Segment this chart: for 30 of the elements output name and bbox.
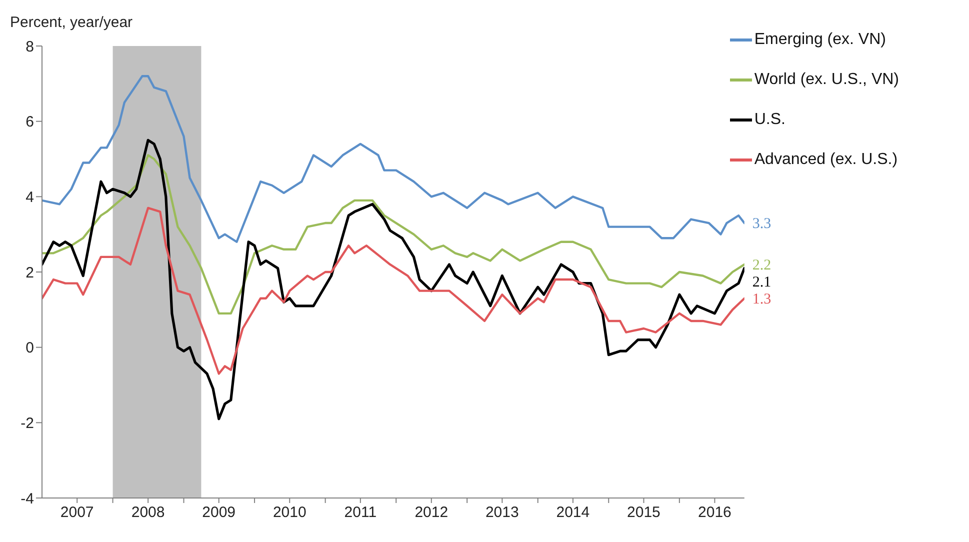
y-tick-label: 6 <box>26 114 34 131</box>
legend-label: Emerging (ex. VN) <box>754 31 886 49</box>
y-tick-label: 2 <box>26 264 34 282</box>
x-tick-label: 2016 <box>698 504 732 521</box>
y-tick-label: 4 <box>26 188 34 206</box>
x-tick-label: 2008 <box>131 504 165 521</box>
y-tick-label: 8 <box>26 38 34 56</box>
y-tick-label: -2 <box>20 414 34 432</box>
legend-label: U.S. <box>754 111 786 129</box>
x-tick-label: 2007 <box>60 504 94 521</box>
line-series <box>42 75 744 243</box>
line-series <box>42 138 744 420</box>
y-tick-label: 0 <box>26 340 34 357</box>
x-tick-label: 2010 <box>272 504 306 521</box>
y-tick-label: -4 <box>20 490 34 508</box>
legend-label: Advanced (ex. U.S.) <box>754 151 898 169</box>
data-label: 2.2 <box>752 257 772 274</box>
x-tick-label: 2012 <box>414 504 448 521</box>
y-axis-title: Percent, year/year <box>10 14 133 31</box>
x-tick-label: 2015 <box>627 504 660 521</box>
x-tick-label: 2014 <box>556 504 590 521</box>
legend-label: World (ex. U.S., VN) <box>754 71 899 89</box>
x-tick-label: 2013 <box>485 504 519 521</box>
line-series <box>42 206 744 375</box>
x-tick-label: 2011 <box>344 504 377 521</box>
data-label: 2.1 <box>752 274 772 290</box>
data-label: 1.3 <box>752 291 772 308</box>
data-label: 3.3 <box>752 216 772 232</box>
line-series <box>42 154 744 315</box>
x-tick-label: 2009 <box>202 504 236 521</box>
